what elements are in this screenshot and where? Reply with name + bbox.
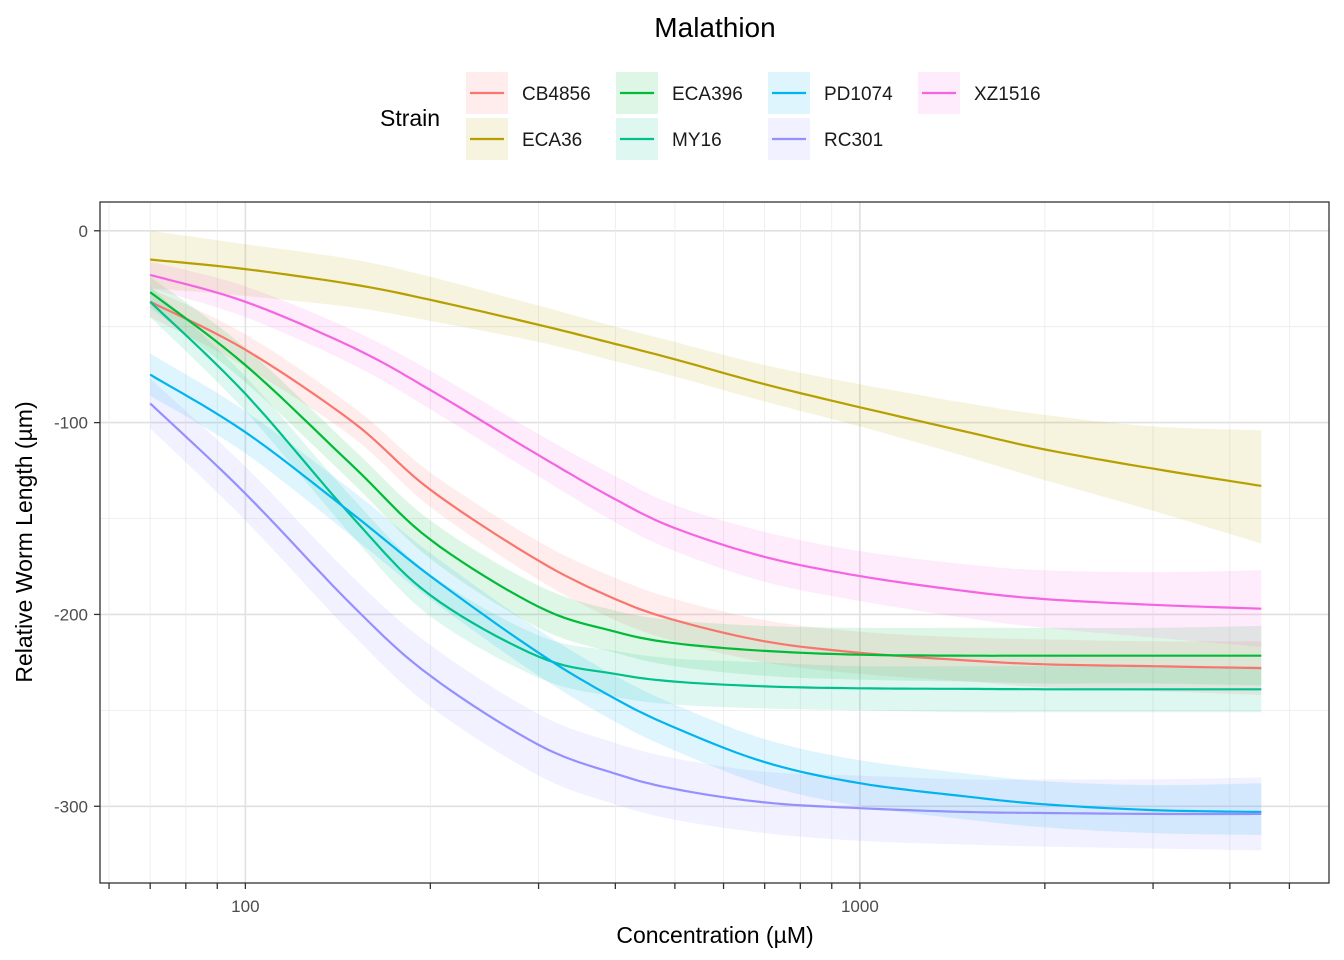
- legend-label-cb4856: CB4856: [522, 84, 591, 105]
- chart-title: Malathion: [654, 12, 775, 43]
- ribbon-eca396: [150, 276, 1262, 686]
- ribbon-cb4856: [150, 288, 1262, 695]
- x-tick-label: 100: [231, 897, 259, 916]
- legend-label-eca36: ECA36: [522, 130, 582, 151]
- line-eca36: [150, 258, 1262, 487]
- x-axis: 100 1000: [108, 883, 1291, 916]
- legend-label-xz1516: XZ1516: [974, 84, 1041, 105]
- x-axis-label: Concentration (µM): [616, 922, 813, 948]
- line-rc301: [149, 402, 1262, 816]
- ribbon-my16: [150, 286, 1262, 713]
- legend-label-eca396: ECA396: [672, 84, 743, 105]
- y-axis: 0 -100 -200 -300: [54, 222, 100, 816]
- plot-border: [99, 201, 1330, 884]
- line-my16: [149, 301, 1262, 691]
- legend-label-rc301: RC301: [824, 130, 883, 151]
- line-pd1074: [149, 373, 1262, 814]
- line-cb4856: [149, 300, 1262, 670]
- line-xz1516: [149, 273, 1262, 610]
- ribbon-pd1074: [150, 353, 1262, 835]
- y-tick-label: -200: [54, 605, 88, 624]
- legend-label-pd1074: PD1074: [824, 84, 893, 105]
- ribbon-xz1516: [150, 261, 1262, 647]
- grid-lines: [100, 202, 1329, 883]
- ribbon-eca36: [150, 230, 1262, 544]
- x-tick-label: 1000: [841, 897, 879, 916]
- ribbon-rc301: [150, 378, 1262, 851]
- line-eca396: [149, 291, 1262, 657]
- legend: Strain CB4856 ECA36 ECA396 MY16 PD1074 RC301 X…: [380, 72, 1041, 160]
- legend-title: Strain: [380, 105, 440, 131]
- y-tick-label: -300: [54, 797, 88, 816]
- y-tick-label: -100: [54, 414, 88, 433]
- series-lines: [149, 258, 1262, 816]
- legend-label-my16: MY16: [672, 130, 722, 151]
- y-axis-label: Relative Worm Length (µm): [11, 401, 37, 682]
- confidence-ribbons: [150, 230, 1262, 851]
- y-tick-label: 0: [79, 222, 88, 241]
